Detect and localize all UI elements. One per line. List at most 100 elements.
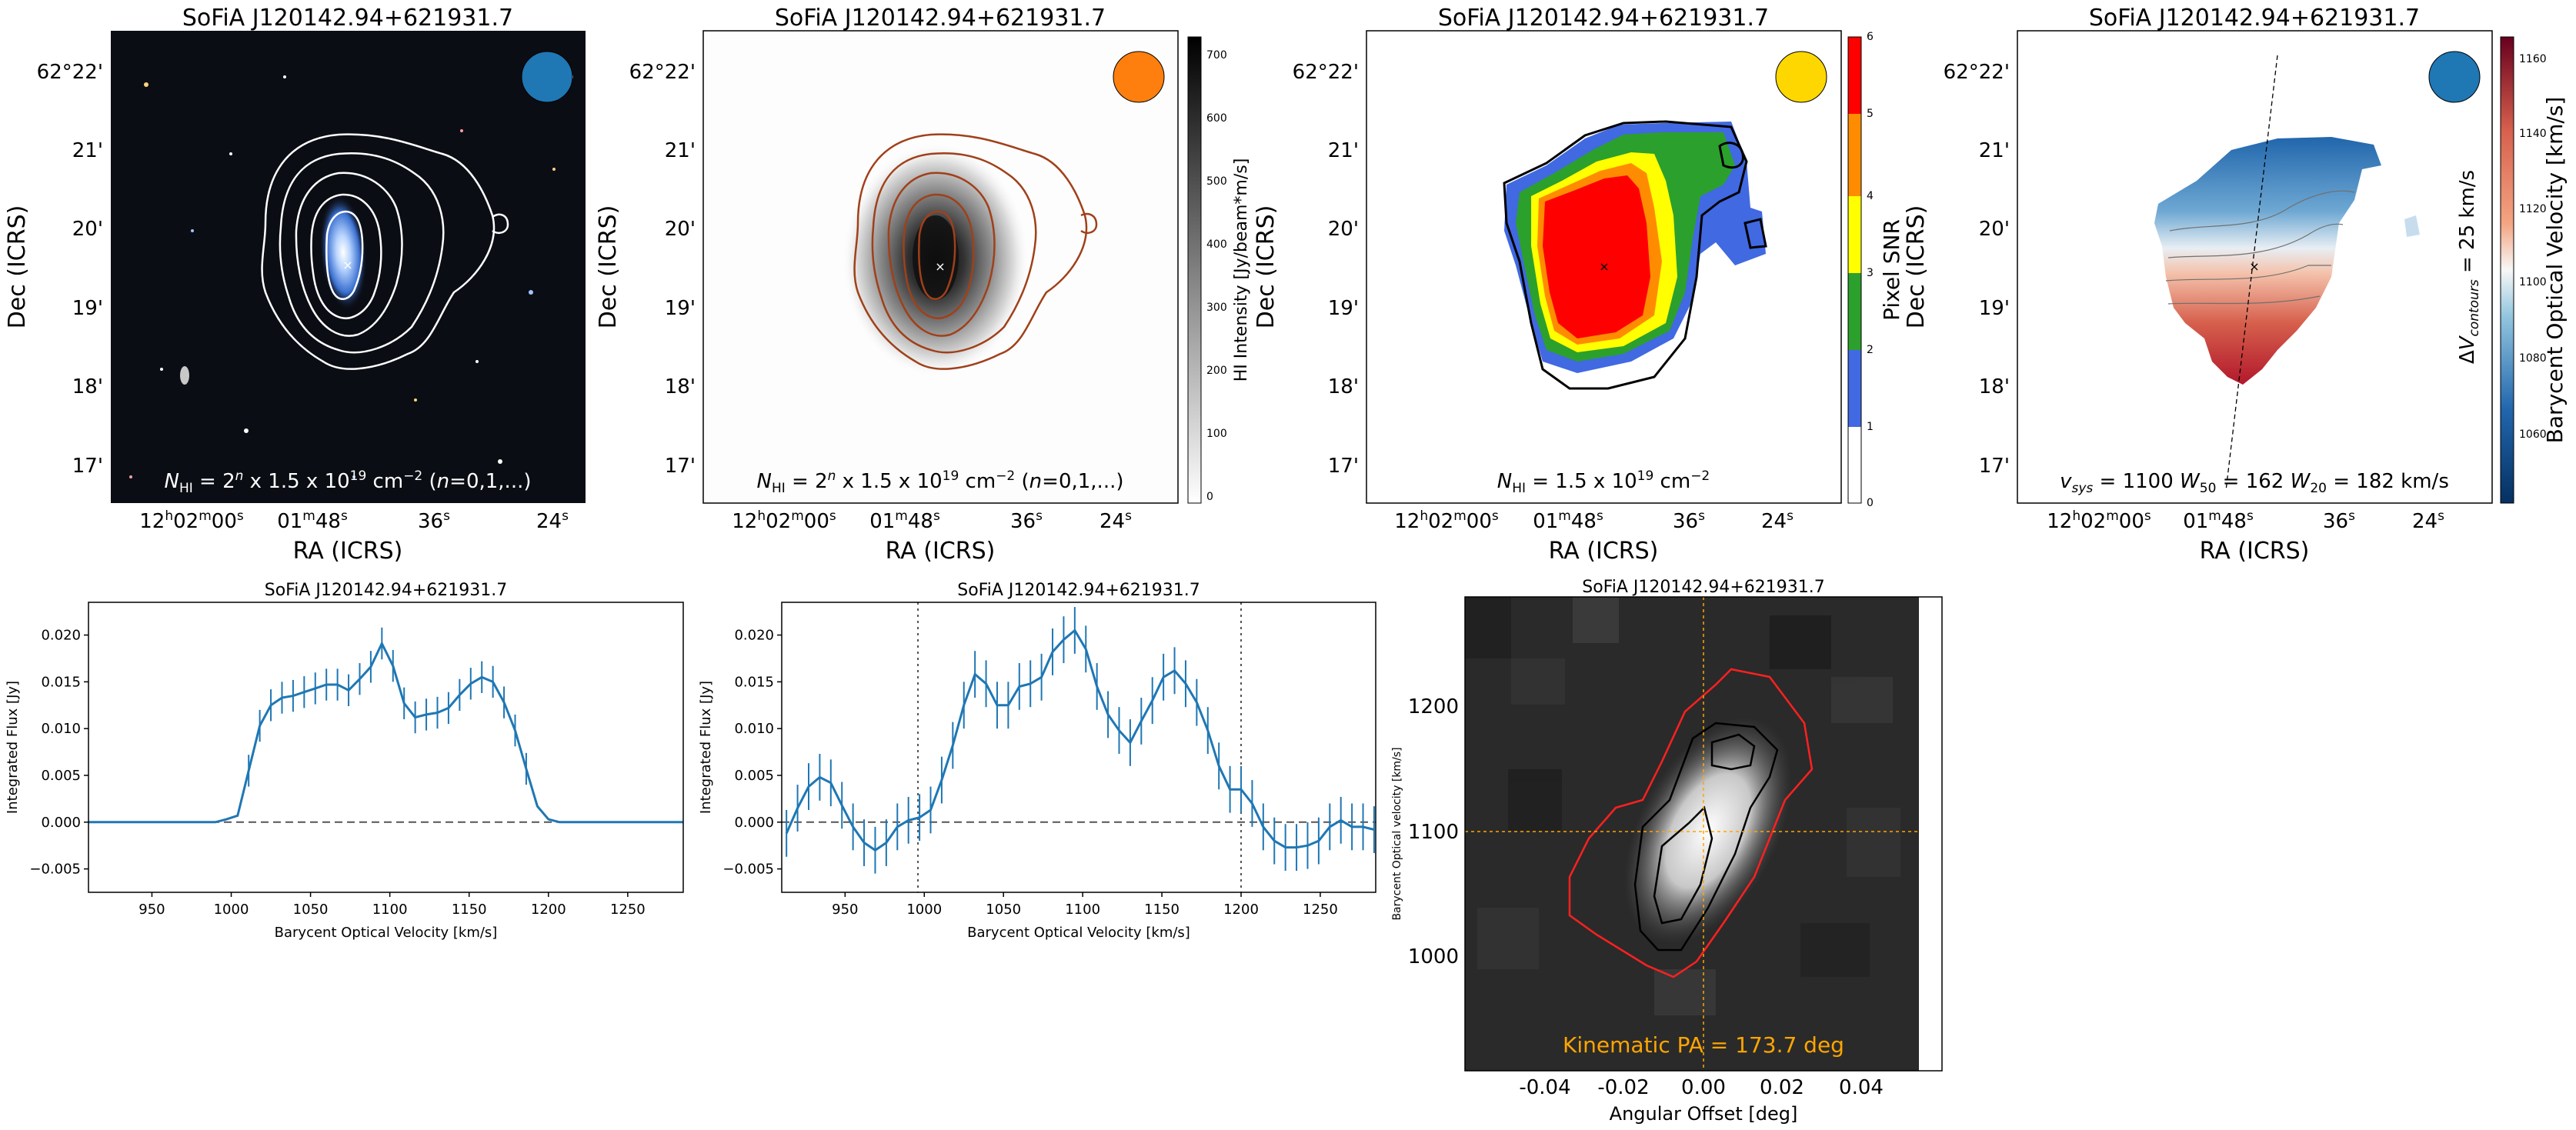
y-axis-label: Dec (ICRS) — [4, 205, 31, 329]
x-axis: 12h02m00s 01m48s 36s 24s — [139, 508, 569, 533]
xtick-label: 1050 — [293, 902, 329, 918]
x-axis: 12h02m00s 01m48s 36s 24s — [1394, 508, 1794, 533]
xtick-label: 01m48s — [1533, 508, 1603, 533]
y-axis-label: Dec (ICRS) — [595, 205, 622, 329]
ytick-label: 17' — [665, 455, 696, 478]
ytick-label: 0.010 — [734, 721, 774, 737]
pv-note: Kinematic PA = 173.7 deg — [1563, 1032, 1844, 1058]
cb-tick: 1060 — [2519, 428, 2547, 441]
ytick-label: −0.005 — [29, 862, 81, 878]
xtick-label: 01m48s — [2183, 508, 2254, 533]
panel-pv-diagram: SoFiA J120142.94+621931.7 Kinematic PA =… — [1391, 578, 1943, 1125]
cb-tick: 700 — [1206, 49, 1227, 62]
colorbar-label: Pixel SNR — [1879, 219, 1904, 321]
xtick-label: 24s — [1099, 508, 1132, 533]
xtick-label: 36s — [2323, 508, 2355, 533]
ytick-label: 20' — [1328, 218, 1359, 241]
x-axis: 12h02m00s 01m48s 36s 24s — [732, 508, 1132, 533]
ytick-label: 17' — [72, 455, 103, 478]
xtick-label: 0.00 — [1681, 1076, 1726, 1099]
xtick-label: 24s — [2412, 508, 2444, 533]
hi-contours — [853, 133, 1098, 370]
colorbar-ticks: 0 1 2 3 4 5 6 — [1867, 31, 1874, 509]
panel-title: SoFiA J120142.94+621931.7 — [1582, 578, 1825, 597]
beam-marker — [1113, 51, 1165, 103]
xtick-label: 1000 — [214, 902, 249, 918]
colorbar — [1847, 36, 1862, 504]
xtick-label: 1250 — [610, 902, 646, 918]
xtick-label: 1250 — [1303, 902, 1338, 918]
xtick-label: 24s — [536, 508, 569, 533]
ytick-label: 18' — [72, 375, 103, 398]
xtick-label: 12h02m00s — [1394, 508, 1499, 533]
panel-title: SoFiA J120142.94+621931.7 — [775, 5, 1106, 32]
flux-series-line — [88, 641, 683, 824]
ytick-label: 17' — [1979, 455, 2010, 478]
cb-tick: 1160 — [2519, 53, 2547, 65]
spectrum-panel-2: SoFiA J120142.94+621931.7 950 1000 1050 1100… — [698, 581, 1376, 941]
panel-title: SoFiA J120142.94+621931.7 — [182, 5, 513, 32]
ytick-label: 62°22' — [37, 61, 103, 84]
colorbar — [1187, 36, 1202, 504]
ytick-label: 0.020 — [41, 628, 81, 644]
xtick-label: -0.04 — [1519, 1076, 1570, 1099]
y-axis: 62°22' 21' 20' 19' 18' 17' — [1944, 61, 2010, 478]
plot-frame — [1464, 596, 1943, 1072]
cb-tick: 500 — [1206, 175, 1227, 188]
hi-contour — [1503, 120, 1748, 390]
ytick-label: 21' — [72, 139, 103, 162]
flux-series-line — [785, 628, 1375, 852]
colorbar-ticks: 0 100 200 300 400 500 600 700 — [1206, 49, 1227, 503]
cb-tick: 4 — [1867, 190, 1874, 202]
center-marker: × — [935, 259, 945, 274]
ytick-label: 20' — [665, 218, 696, 241]
pv-blank-strip — [1919, 597, 1942, 1071]
plot-frame — [781, 602, 1376, 893]
cb-tick: 2 — [1867, 344, 1874, 356]
y-axis: 62°22' 21' 20' 19' 18' 17' — [37, 61, 103, 478]
pv-emission — [1623, 717, 1793, 945]
velocity-blob — [2404, 215, 2420, 237]
ytick-label: 19' — [1328, 297, 1359, 320]
hi-contour — [1743, 218, 1767, 249]
ytick-label: 18' — [665, 375, 696, 398]
cb-tick: 200 — [1206, 365, 1227, 377]
ytick-label: 21' — [1979, 139, 2010, 162]
xtick-label: 36s — [1010, 508, 1043, 533]
hi-contour — [1718, 142, 1744, 169]
panel-velocity: SoFiA J120142.94+621931.7 × vsys = 1100 … — [1903, 5, 2568, 565]
panel-optical: SoFiA J120142.94+621931.7 × NHI = 2n x 1… — [4, 5, 586, 565]
chart-title: SoFiA J120142.94+621931.7 — [957, 581, 1200, 600]
xtick-label: 1150 — [452, 902, 487, 918]
velocity-note: vsys = 1100 W50 = 162 W20 = 182 km/s — [2060, 470, 2449, 496]
xtick-label: 12h02m00s — [732, 508, 836, 533]
x-axis-label: RA (ICRS) — [293, 538, 403, 565]
xtick-label: 01m48s — [869, 508, 940, 533]
colorbar — [2500, 36, 2514, 504]
hi-peak — [913, 215, 959, 300]
cb-tick: 1120 — [2519, 203, 2547, 215]
cb-tick: 100 — [1206, 428, 1227, 440]
ytick-label: 18' — [1328, 375, 1359, 398]
ytick-label: 62°22' — [1944, 61, 2010, 84]
xtick-label: -0.02 — [1597, 1076, 1649, 1099]
pv-contour-outer — [1633, 722, 1779, 952]
ytick-label: 0.005 — [41, 768, 81, 784]
y-axis-label: Barycent Optical velocity [km/s] — [1391, 747, 1403, 920]
y-axis: 62°22' 21' 20' 19' 18' 17' — [1293, 61, 1359, 478]
xtick-label: 1150 — [1144, 902, 1180, 918]
ytick-label: 21' — [1328, 139, 1359, 162]
pv-contour-inner — [1710, 733, 1756, 771]
pv-contour-mask — [1568, 668, 1814, 978]
x-axis-label: Barycent Optical Velocity [km/s] — [275, 925, 498, 941]
y-axis: 1200 1100 1000 — [1408, 695, 1459, 968]
velocity-contours — [2165, 190, 2355, 305]
xtick-label: 1100 — [372, 902, 408, 918]
xtick-label: 1000 — [906, 902, 942, 918]
ytick-label: 19' — [1979, 297, 2010, 320]
cb-tick: 3 — [1867, 267, 1874, 279]
xtick-label: 950 — [832, 902, 858, 918]
cb-tick: 0 — [1206, 491, 1213, 503]
contour-spacing-label: ΔVcontours = 25 km/s — [2456, 170, 2482, 364]
